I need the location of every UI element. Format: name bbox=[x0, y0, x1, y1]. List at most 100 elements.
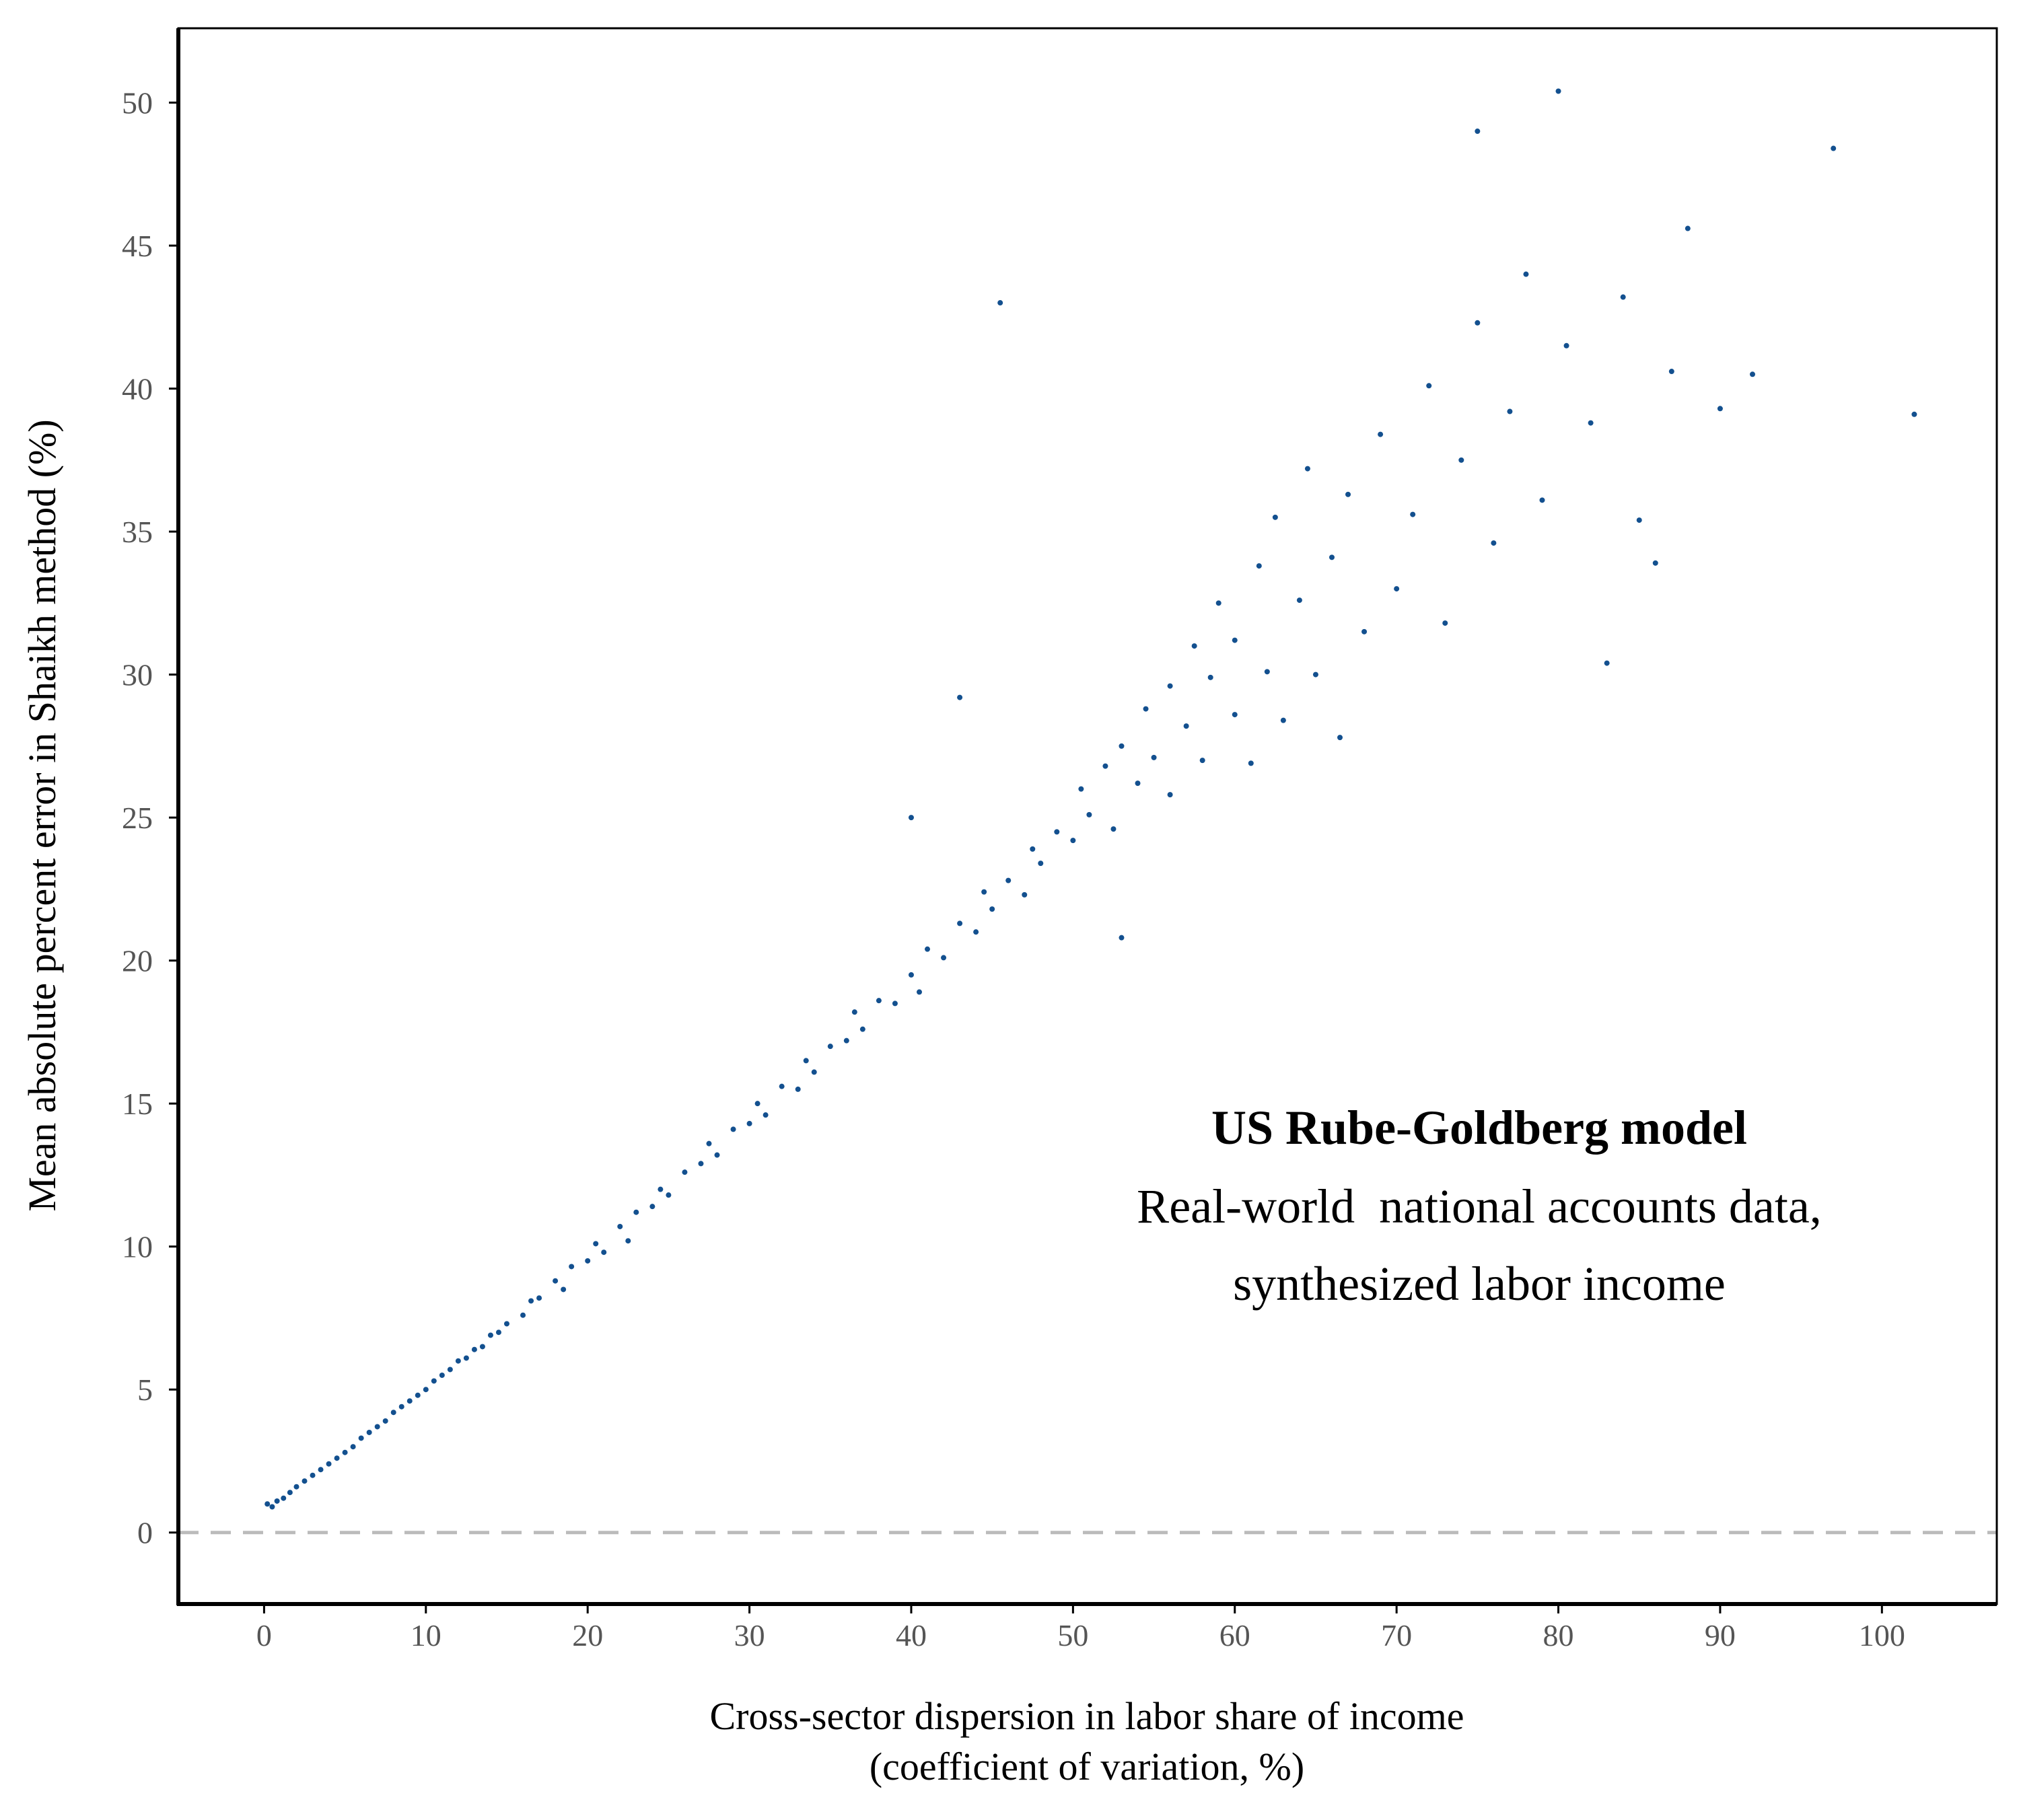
point bbox=[779, 1083, 785, 1089]
point bbox=[1831, 145, 1837, 151]
point bbox=[350, 1444, 356, 1450]
x-tick-label: 30 bbox=[734, 1618, 765, 1652]
point bbox=[1394, 586, 1400, 592]
point bbox=[973, 929, 979, 935]
point bbox=[1475, 129, 1481, 135]
point bbox=[1086, 811, 1092, 817]
x-axis-label: Cross-sector dispersion in labor share o… bbox=[709, 1694, 1464, 1738]
y-tick-label: 50 bbox=[122, 86, 153, 120]
point bbox=[1135, 780, 1141, 787]
point bbox=[714, 1152, 720, 1158]
point bbox=[1296, 597, 1302, 604]
point bbox=[569, 1264, 575, 1270]
point bbox=[941, 955, 947, 961]
point bbox=[1232, 712, 1238, 718]
point bbox=[1199, 758, 1205, 764]
point bbox=[318, 1467, 324, 1473]
point bbox=[536, 1295, 542, 1301]
point bbox=[658, 1186, 664, 1192]
y-tick-label: 15 bbox=[122, 1087, 153, 1121]
point bbox=[287, 1490, 293, 1496]
annotation-title: US Rube-Goldberg model bbox=[1211, 1101, 1747, 1155]
point bbox=[366, 1429, 372, 1435]
point bbox=[1604, 660, 1610, 666]
point bbox=[746, 1120, 752, 1126]
point bbox=[1078, 786, 1084, 792]
point bbox=[293, 1484, 299, 1490]
point bbox=[1911, 411, 1917, 417]
point bbox=[342, 1449, 348, 1455]
point bbox=[1151, 754, 1157, 760]
y-tick-label: 0 bbox=[137, 1516, 153, 1550]
point bbox=[495, 1330, 501, 1336]
point bbox=[754, 1101, 760, 1107]
point bbox=[310, 1472, 316, 1478]
point bbox=[1668, 369, 1674, 375]
point bbox=[1119, 743, 1125, 749]
point bbox=[1119, 935, 1125, 941]
point bbox=[423, 1387, 429, 1393]
point bbox=[1110, 826, 1117, 832]
x-tick-label: 10 bbox=[411, 1618, 441, 1652]
x-tick-label: 40 bbox=[896, 1618, 927, 1652]
point bbox=[1038, 861, 1044, 867]
x-tick-label: 20 bbox=[572, 1618, 603, 1652]
point bbox=[1361, 628, 1368, 634]
point bbox=[925, 946, 931, 952]
point bbox=[334, 1455, 340, 1461]
point bbox=[1215, 600, 1221, 606]
point bbox=[302, 1478, 308, 1484]
x-tick-label: 50 bbox=[1057, 1618, 1088, 1652]
x-tick-label: 90 bbox=[1705, 1618, 1736, 1652]
y-tick-label: 20 bbox=[122, 944, 153, 978]
point bbox=[957, 920, 963, 926]
point bbox=[859, 1026, 865, 1032]
point bbox=[455, 1358, 461, 1364]
point bbox=[406, 1398, 413, 1404]
point bbox=[666, 1192, 672, 1198]
point bbox=[1167, 683, 1173, 689]
point bbox=[1030, 846, 1036, 852]
point bbox=[1248, 760, 1254, 766]
point bbox=[390, 1410, 396, 1416]
point bbox=[843, 1038, 849, 1044]
point bbox=[1143, 706, 1149, 712]
point bbox=[269, 1504, 275, 1510]
point bbox=[851, 1009, 857, 1015]
point bbox=[1750, 371, 1756, 377]
point bbox=[981, 889, 987, 895]
y-axis-label: Mean absolute percent error in Shaikh me… bbox=[20, 419, 64, 1211]
point bbox=[1102, 763, 1108, 769]
point bbox=[601, 1249, 607, 1255]
point bbox=[957, 694, 963, 700]
point bbox=[1717, 406, 1723, 412]
x-tick-label: 100 bbox=[1859, 1618, 1905, 1652]
y-tick-label: 35 bbox=[122, 515, 153, 549]
annotation: synthesized labor income bbox=[1233, 1257, 1726, 1311]
point bbox=[1588, 420, 1594, 426]
point bbox=[439, 1372, 445, 1378]
y-tick-label: 5 bbox=[137, 1373, 153, 1407]
point bbox=[281, 1495, 287, 1501]
point bbox=[803, 1058, 809, 1064]
point bbox=[1272, 514, 1278, 520]
point bbox=[892, 1000, 898, 1007]
point bbox=[1410, 511, 1416, 517]
point bbox=[1345, 491, 1351, 497]
point bbox=[625, 1238, 631, 1244]
point bbox=[908, 972, 914, 978]
point bbox=[1507, 408, 1513, 414]
point bbox=[1563, 342, 1569, 349]
point bbox=[1264, 669, 1270, 675]
point bbox=[415, 1392, 421, 1398]
point bbox=[1070, 838, 1076, 844]
point bbox=[374, 1424, 380, 1430]
point bbox=[520, 1312, 526, 1318]
x-tick-label: 70 bbox=[1381, 1618, 1412, 1652]
point bbox=[811, 1069, 817, 1075]
point bbox=[1280, 717, 1286, 723]
point bbox=[795, 1086, 801, 1092]
point bbox=[1312, 671, 1318, 678]
